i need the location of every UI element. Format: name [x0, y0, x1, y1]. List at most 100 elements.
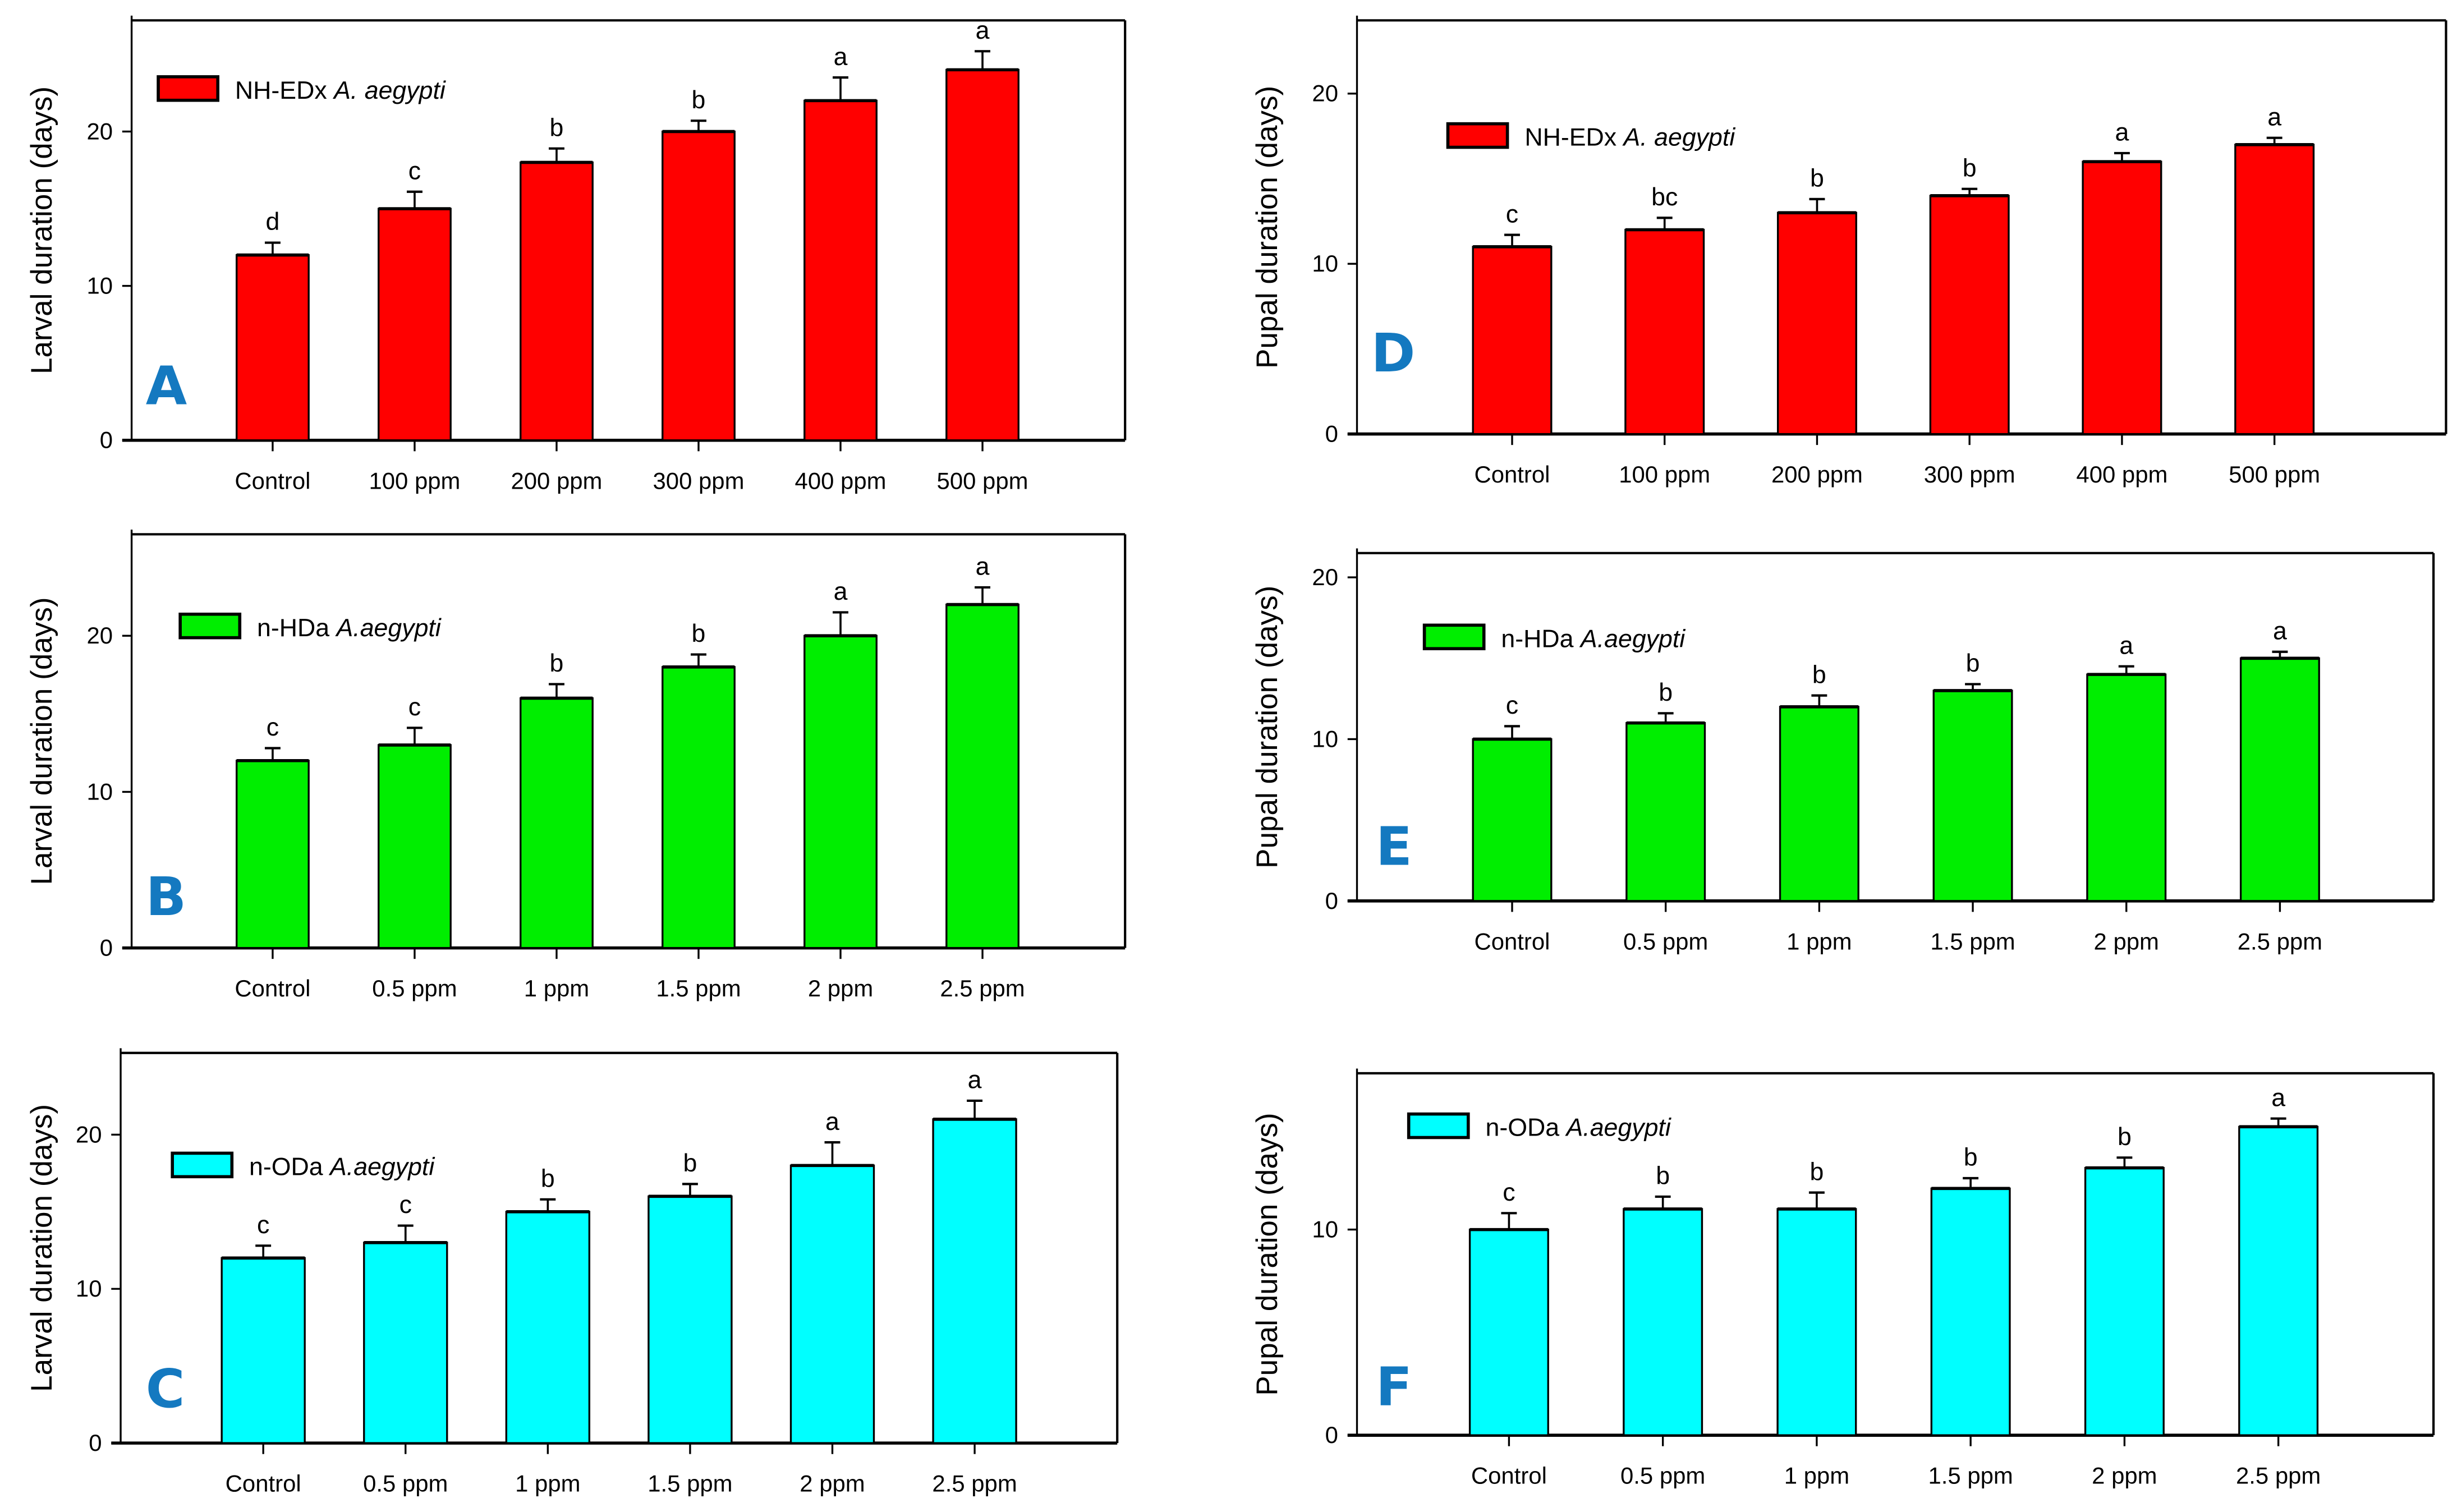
- significance-letter: a: [2119, 632, 2133, 659]
- y-tick-label: 0: [1325, 888, 1338, 914]
- x-tick-label: 1.5 ppm: [1928, 1463, 2013, 1489]
- bar: [1930, 1187, 2011, 1436]
- legend-label: n-ODa A.aegypti: [1486, 1114, 1671, 1142]
- bar: [378, 208, 452, 442]
- x-tick-label: 0.5 ppm: [372, 975, 457, 1001]
- bar: [1776, 1208, 1857, 1436]
- significance-letter: c: [408, 693, 421, 721]
- y-tick-label: 10: [1312, 1216, 1338, 1243]
- x-tick-label: 0.5 ppm: [1620, 1463, 1705, 1489]
- legend-label: NH-EDx A. aegypti: [235, 77, 446, 104]
- bar: [789, 1164, 875, 1444]
- x-tick-label: 2.5 ppm: [932, 1470, 1017, 1497]
- significance-letter: b: [683, 1150, 697, 1177]
- legend: NH-EDx A. aegypti: [1446, 122, 1735, 151]
- legend-compound: n-HDa: [257, 614, 336, 642]
- significance-letter: bc: [1651, 183, 1678, 211]
- x-tick-label: 200 ppm: [511, 467, 602, 494]
- bar: [2082, 160, 2162, 435]
- x-tick-label: 2.5 ppm: [940, 975, 1025, 1001]
- significance-letter: a: [834, 43, 848, 71]
- legend-compound: NH-EDx: [1524, 124, 1623, 151]
- legend-compound: n-HDa: [1501, 625, 1580, 652]
- significance-letter: c: [267, 714, 279, 741]
- bar: [2238, 1125, 2319, 1436]
- x-tick-label: 500 ppm: [2229, 461, 2320, 488]
- bar: [378, 744, 452, 949]
- panel-e: 0 10 20 Pupal duration (days) c Control b 0.5 p…: [1251, 548, 2435, 954]
- panel-a: 0 10 20 Larval duration (days) d Control c 100 …: [25, 15, 1127, 494]
- y-axis-label: Larval duration (days): [25, 597, 58, 885]
- significance-letter: a: [968, 1067, 982, 1094]
- bar: [1929, 195, 2010, 435]
- significance-letter: b: [692, 86, 706, 114]
- panel-letter: A: [146, 356, 187, 417]
- x-tick-label: 400 ppm: [795, 467, 887, 494]
- legend: NH-EDx A. aegypti: [157, 75, 446, 104]
- legend-species: A.aegypti: [335, 614, 442, 642]
- panel-f: 0 10 Pupal duration (days) c Control b 0.5 ppm…: [1251, 1068, 2435, 1489]
- x-tick-label: 0.5 ppm: [363, 1470, 448, 1497]
- legend-species: A.aegypti: [328, 1153, 435, 1181]
- significance-letter: a: [834, 578, 848, 605]
- bar: [1472, 246, 1553, 435]
- y-axis-label: Larval duration (days): [25, 86, 58, 374]
- x-tick-label: 1 ppm: [515, 1470, 580, 1497]
- x-tick-label: 100 ppm: [1619, 461, 1710, 488]
- significance-letter: c: [399, 1191, 412, 1219]
- significance-letter: b: [692, 620, 706, 647]
- y-tick-label: 0: [1325, 1422, 1338, 1448]
- significance-letter: d: [266, 208, 280, 236]
- legend: n-ODa A.aegypti: [1407, 1112, 1671, 1142]
- panel-c: 0 10 20 Larval duration (days) c Control c 0.5 …: [25, 1048, 1119, 1497]
- bar: [2234, 144, 2315, 435]
- y-tick-label: 20: [76, 1121, 102, 1147]
- panel-b: 0 10 20 Larval duration (days) c Control c 0.5 …: [25, 529, 1127, 1001]
- x-tick-label: 1 ppm: [1784, 1463, 1849, 1489]
- legend-compound: NH-EDx: [235, 77, 334, 104]
- significance-letter: b: [1963, 154, 1977, 182]
- y-tick-label: 10: [86, 778, 113, 805]
- panel-letter: B: [146, 866, 186, 928]
- legend-species: A.aegypti: [1579, 625, 1686, 652]
- x-tick-label: 1.5 ppm: [656, 975, 741, 1001]
- bar: [2084, 1166, 2165, 1436]
- significance-letter: a: [2115, 119, 2129, 146]
- significance-letter: c: [1503, 1179, 1515, 1206]
- x-tick-label: 2.5 ppm: [2238, 928, 2322, 954]
- bar: [803, 99, 878, 442]
- legend-label: n-ODa A.aegypti: [249, 1153, 435, 1181]
- legend: n-HDa A.aegypti: [178, 612, 442, 642]
- legend-swatch: [157, 75, 219, 102]
- significance-letter: a: [825, 1108, 839, 1136]
- legend-species: A.aegypti: [1564, 1114, 1671, 1142]
- legend-compound: n-ODa: [1486, 1114, 1567, 1142]
- y-tick-label: 10: [86, 273, 113, 299]
- x-tick-label: 2 ppm: [2094, 928, 2159, 954]
- significance-letter: a: [976, 17, 990, 44]
- significance-letter: b: [1966, 650, 1980, 677]
- y-tick-label: 20: [1312, 80, 1338, 107]
- legend-swatch: [171, 1151, 234, 1179]
- panel-letter: D: [1371, 323, 1416, 384]
- panel-d: 0 10 20 Pupal duration (days) c Control bc 100 …: [1251, 15, 2447, 488]
- bar: [520, 161, 594, 442]
- bar: [236, 254, 310, 442]
- legend-label: n-HDa A.aegypti: [257, 614, 442, 642]
- y-tick-label: 20: [1312, 564, 1338, 590]
- bar: [1472, 738, 1553, 902]
- significance-letter: b: [1810, 165, 1824, 192]
- x-tick-label: 2 ppm: [2092, 1463, 2157, 1489]
- x-tick-label: 1.5 ppm: [647, 1470, 732, 1497]
- significance-letter: a: [2273, 617, 2287, 645]
- x-tick-label: 2.5 ppm: [2236, 1463, 2321, 1489]
- y-tick-label: 0: [89, 1430, 102, 1456]
- significance-letter: c: [1506, 200, 1518, 228]
- significance-letter: c: [408, 157, 421, 185]
- significance-letter: b: [2118, 1123, 2132, 1151]
- significance-letter: b: [541, 1165, 555, 1192]
- legend-swatch: [178, 612, 242, 640]
- bar: [236, 760, 310, 949]
- x-tick-label: 1 ppm: [1787, 928, 1852, 954]
